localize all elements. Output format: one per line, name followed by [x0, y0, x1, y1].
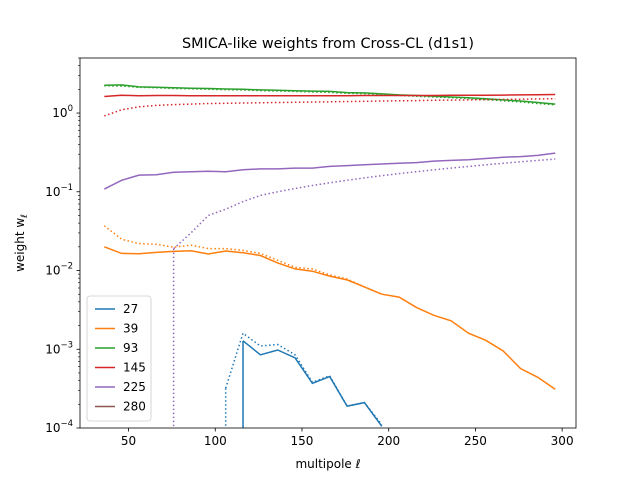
series-145-solid-line [104, 93, 556, 98]
legend-label-280: 280 [123, 400, 146, 414]
legend-box [86, 295, 152, 422]
x-tick-label: 50 [121, 434, 136, 448]
y-axis-title-subscript: ℓ [20, 214, 30, 219]
series-39-solid-line [104, 246, 556, 390]
series-27-dotted-line [224, 331, 383, 426]
series-145-dotted-line [104, 97, 556, 117]
series-93-solid-line [104, 84, 556, 105]
x-tick-label: 150 [291, 434, 314, 448]
legend-label-39: 39 [123, 322, 138, 336]
y-axis-title-main: weight w [13, 218, 27, 272]
x-tick-label: 300 [551, 434, 574, 448]
legend-label-93: 93 [123, 341, 138, 355]
legend-label-27: 27 [123, 302, 138, 316]
y-axis-title: weight wℓ [13, 214, 30, 272]
series-225-dotted-line [173, 158, 556, 250]
x-axis-title: multipole ℓ [295, 457, 360, 471]
x-tick-label: 250 [464, 434, 487, 448]
series-27-solid-line [242, 340, 383, 427]
x-tick-label: 200 [377, 434, 400, 448]
series-225-solid-line [103, 152, 556, 190]
legend-label-145: 145 [123, 361, 146, 375]
chart-title: SMICA-like weights from Cross-CL (d1s1) [182, 36, 474, 52]
legend-label-225: 225 [123, 380, 146, 394]
y-tick-label: 10−2 [45, 262, 73, 278]
y-tick-label: 100 [52, 104, 73, 120]
legend: 27 39 93 145 225 280 [86, 295, 152, 422]
axes: 50 100 150 200 250 300 10−4 10−3 10−2 10−1 100 [45, 57, 577, 448]
x-tick-label: 100 [204, 434, 227, 448]
y-tick-label: 10−1 [45, 183, 73, 199]
y-tick-label: 10−4 [45, 419, 73, 435]
axes-frame [79, 57, 577, 429]
plot-area [103, 84, 556, 428]
y-tick-label: 10−3 [45, 340, 73, 356]
series-39-dotted-line [103, 225, 383, 295]
